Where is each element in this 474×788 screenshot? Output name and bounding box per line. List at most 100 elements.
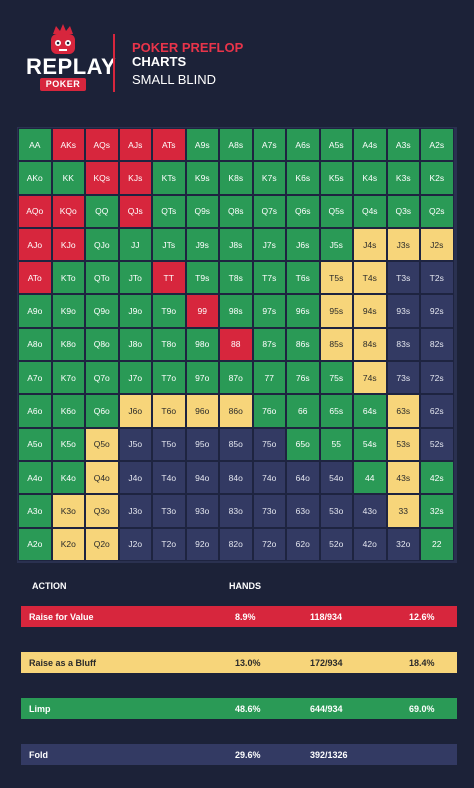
hand-cell-22: 22	[420, 527, 454, 561]
hand-cell-53s: 53s	[386, 427, 420, 461]
legend-percent-alt: 18.4%	[409, 658, 435, 668]
hand-cell-73s: 73s	[386, 361, 420, 395]
hand-cell-32s: 32s	[420, 494, 454, 528]
hand-cell-a9o: A9o	[18, 294, 52, 328]
hand-cell-aa: AA	[18, 128, 52, 162]
hand-cell-a5s: A5s	[319, 128, 353, 162]
hand-cell-t5o: T5o	[152, 427, 186, 461]
hand-cell-a7o: A7o	[18, 361, 52, 395]
legend-count: 392/1326	[310, 750, 348, 760]
hand-cell-99: 99	[185, 294, 219, 328]
hand-cell-43o: 43o	[353, 494, 387, 528]
hand-cell-q9s: Q9s	[185, 194, 219, 228]
hand-cell-q3s: Q3s	[386, 194, 420, 228]
hand-cell-75o: 75o	[252, 427, 286, 461]
hand-cell-72o: 72o	[252, 527, 286, 561]
hand-cell-jj: JJ	[118, 227, 152, 262]
hand-cell-q4o: Q4o	[85, 460, 119, 495]
hand-cell-65s: 65s	[319, 394, 353, 428]
hand-cell-k6o: K6o	[51, 394, 85, 428]
header-divider	[113, 34, 115, 92]
hand-cell-75s: 75s	[319, 361, 353, 395]
hand-cell-j6s: J6s	[286, 227, 320, 262]
hand-cell-a6o: A6o	[18, 394, 52, 428]
hand-cell-94s: 94s	[353, 294, 387, 328]
hand-cell-a9s: A9s	[185, 128, 219, 162]
hand-cell-ats: ATs	[152, 128, 186, 162]
hand-cell-j7s: J7s	[252, 227, 286, 262]
hand-cell-qjo: QJo	[85, 227, 119, 262]
hand-cell-63o: 63o	[286, 494, 320, 528]
hand-cell-k9o: K9o	[51, 294, 85, 328]
legend-row-raise-bluff: Raise as a Bluff 13.0% 172/934 18.4%	[21, 652, 457, 673]
hand-cell-t7s: T7s	[252, 261, 286, 295]
hand-cell-a2o: A2o	[18, 527, 52, 561]
replay-poker-logo[interactable]: REPLAY POKER	[26, 22, 117, 92]
hand-cell-j5o: J5o	[118, 427, 152, 461]
hand-cell-33: 33	[386, 494, 420, 528]
hand-cell-j2s: J2s	[420, 227, 454, 262]
hand-cell-85s: 85s	[319, 327, 353, 362]
hand-cell-54o: 54o	[319, 460, 353, 495]
hand-cell-a3s: A3s	[386, 128, 420, 162]
hand-cell-k8s: K8s	[219, 161, 253, 195]
hand-cell-76o: 76o	[252, 394, 286, 428]
hand-cell-qq: QQ	[85, 194, 119, 228]
hand-cell-kqs: KQs	[85, 161, 119, 195]
hand-cell-j4o: J4o	[118, 460, 152, 495]
hand-cell-a4o: A4o	[18, 460, 52, 495]
hand-cell-q3o: Q3o	[85, 494, 119, 528]
hand-grid: AA AKs AQs AJs ATs A9s A8s A7s A6s A5s A4s A3s A2s AK…	[17, 127, 457, 562]
hand-cell-93s: 93s	[386, 294, 420, 328]
hand-cell-a4s: A4s	[353, 128, 387, 162]
legend-percent: 13.0%	[235, 658, 261, 668]
legend-count: 118/934	[310, 612, 343, 622]
hand-cell-j3s: J3s	[386, 227, 420, 262]
hand-cell-kto: KTo	[51, 261, 85, 295]
hand-cell-74o: 74o	[252, 460, 286, 495]
hand-cell-q6s: Q6s	[286, 194, 320, 228]
logo-wordmark: REPLAY	[26, 54, 117, 79]
page-title-line2: CHARTS	[132, 54, 187, 69]
legend-percent: 48.6%	[235, 704, 261, 714]
hand-cell-82s: 82s	[420, 327, 454, 362]
crown-mascot-icon	[51, 24, 75, 54]
hand-cell-42s: 42s	[420, 460, 454, 495]
hand-cell-95s: 95s	[319, 294, 353, 328]
hand-cell-aqs: AQs	[85, 128, 119, 162]
header: REPLAY POKER POKER PREFLOP CHARTS SMALL …	[0, 0, 474, 104]
hand-cell-a7s: A7s	[252, 128, 286, 162]
hand-cell-32o: 32o	[386, 527, 420, 561]
hand-cell-t8s: T8s	[219, 261, 253, 295]
hand-cell-aqo: AQo	[18, 194, 52, 228]
hand-cell-k6s: K6s	[286, 161, 320, 195]
hand-cell-k2s: K2s	[420, 161, 454, 195]
hand-cell-j4s: J4s	[353, 227, 387, 262]
hand-cell-a5o: A5o	[18, 427, 52, 461]
legend-percent-alt: 12.6%	[409, 612, 435, 622]
hand-cell-q2o: Q2o	[85, 527, 119, 561]
hand-cell-97o: 97o	[185, 361, 219, 395]
hand-cell-73o: 73o	[252, 494, 286, 528]
hand-cell-ako: AKo	[18, 161, 52, 195]
hand-cell-92o: 92o	[185, 527, 219, 561]
hand-cell-k8o: K8o	[51, 327, 85, 362]
hand-cell-k5o: K5o	[51, 427, 85, 461]
hand-cell-kk: KK	[51, 161, 85, 195]
hand-cell-95o: 95o	[185, 427, 219, 461]
hand-cell-52o: 52o	[319, 527, 353, 561]
hand-cell-kqo: KQo	[51, 194, 85, 228]
hand-cell-q5o: Q5o	[85, 427, 119, 461]
legend-row-fold: Fold 29.6% 392/1326	[21, 744, 457, 765]
action-header: ACTION	[32, 581, 67, 591]
hand-cell-96o: 96o	[185, 394, 219, 428]
hand-cell-k7s: K7s	[252, 161, 286, 195]
hand-cell-93o: 93o	[185, 494, 219, 528]
hand-cell-64s: 64s	[353, 394, 387, 428]
legend-label: Raise as a Bluff	[29, 658, 97, 668]
hand-cell-t6s: T6s	[286, 261, 320, 295]
hand-cell-66: 66	[286, 394, 320, 428]
hand-cell-jts: JTs	[152, 227, 186, 262]
hand-cell-65o: 65o	[286, 427, 320, 461]
hand-cell-t8o: T8o	[152, 327, 186, 362]
